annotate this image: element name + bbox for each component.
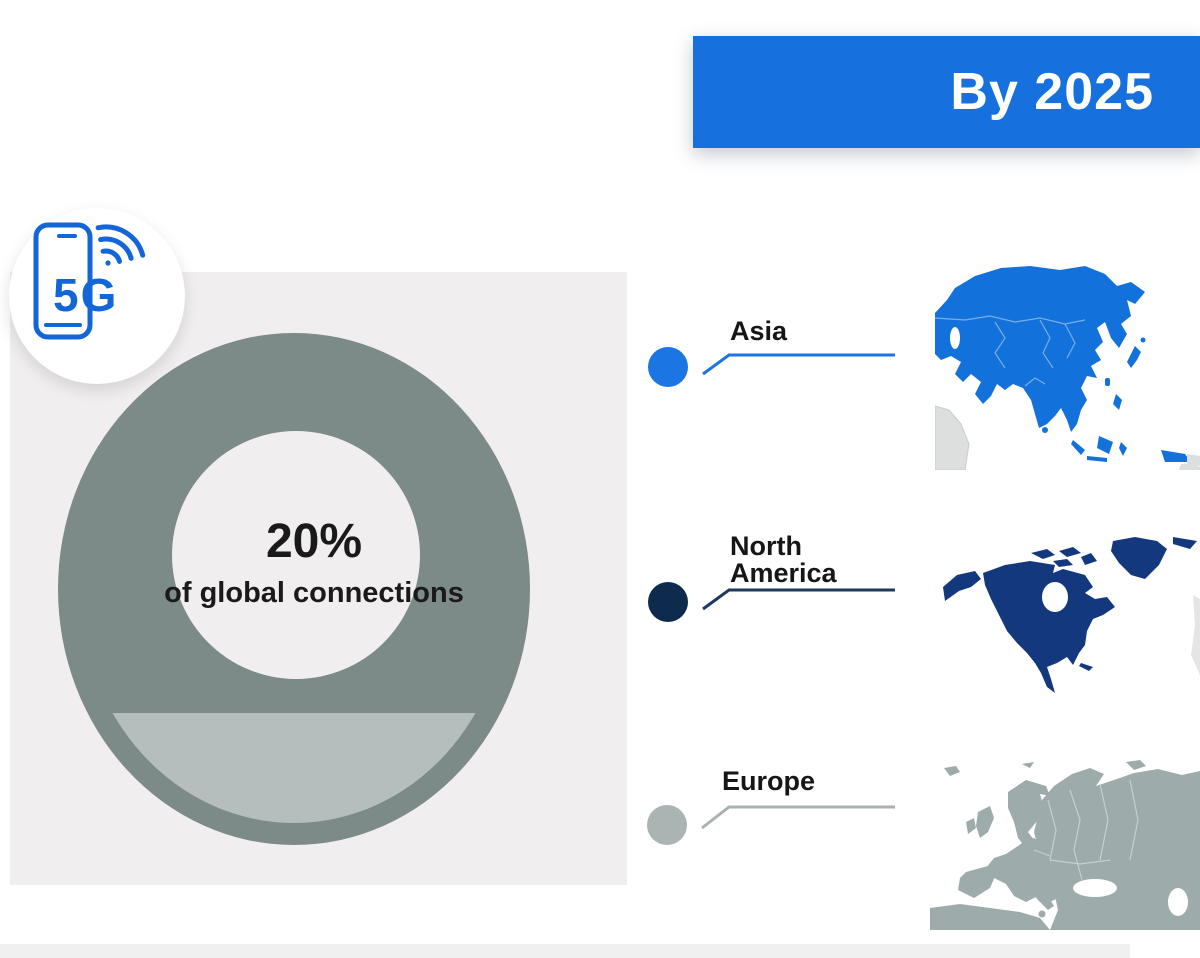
europe-landmass — [930, 760, 1200, 930]
legend-label-north-america: North America — [730, 531, 837, 588]
bottom-strip — [0, 944, 1130, 958]
asia-landmass — [935, 266, 1145, 432]
banner-title: By 2025 — [950, 63, 1154, 121]
asia-country-borders — [935, 315, 1086, 387]
donut-center-label: of global connections — [164, 577, 464, 609]
legend-dot-asia — [648, 347, 688, 387]
europe-country-borders — [1033, 779, 1139, 881]
donut-center-text: 20% of global connections — [164, 516, 464, 609]
leader-line-north-america — [702, 588, 895, 611]
leader-line-europe — [701, 805, 895, 830]
caspian-sea — [1168, 888, 1188, 916]
europe-africa-coast-shape — [1191, 595, 1200, 675]
asia-islands — [1042, 337, 1191, 462]
title-banner: By 2025 — [693, 36, 1200, 148]
donut-hole — [172, 431, 420, 679]
donut-highlight-segment — [112, 713, 476, 823]
black-sea — [1073, 879, 1117, 897]
leader-line-asia — [702, 353, 895, 376]
legend-dot-north-america — [648, 582, 688, 622]
wifi-waves-icon — [95, 224, 146, 266]
africa-shape — [935, 405, 970, 470]
europe-map — [930, 760, 1200, 930]
hudson-bay — [1042, 582, 1068, 612]
north-america-map — [943, 537, 1200, 693]
donut-center-value: 20% — [265, 515, 363, 568]
legend-label-europe: Europe — [722, 766, 816, 796]
donut-chart — [58, 333, 530, 845]
caspian-sea — [950, 327, 960, 349]
phone-outline — [33, 222, 93, 340]
asia-map — [935, 266, 1200, 470]
north-america-landmass — [943, 537, 1197, 693]
australia-shape — [1179, 454, 1200, 470]
legend-label-asia: Asia — [730, 316, 788, 346]
donut-panel: 20% of global connections — [10, 272, 627, 885]
5g-label: 5G — [53, 269, 118, 321]
5g-badge: 5G — [9, 208, 185, 384]
5g-phone-wifi-icon: 5G — [33, 222, 146, 340]
legend-dot-europe — [647, 805, 687, 845]
